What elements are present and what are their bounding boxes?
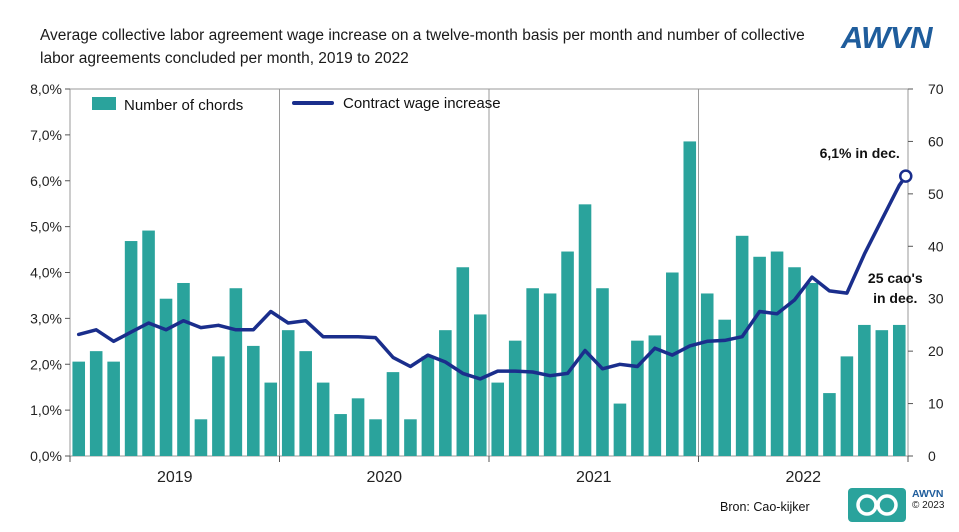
bar	[72, 361, 86, 456]
bar	[299, 351, 312, 456]
y-left-tick-label: 3,0%	[30, 310, 62, 326]
annotation-wage-dec: 6,1% in dec.	[820, 145, 900, 161]
legend-swatch-bars	[92, 97, 116, 110]
bar	[264, 382, 278, 456]
source-note: Bron: Cao-kijker	[720, 500, 810, 514]
year-dividers	[279, 89, 699, 456]
bar	[735, 235, 749, 456]
bar	[89, 351, 103, 456]
annotations: 6,1% in dec. 25 cao's in dec.	[820, 145, 923, 306]
y-left-tick-label: 0,0%	[30, 448, 62, 464]
bar	[177, 282, 190, 456]
footer-copyright: © 2023	[912, 500, 945, 511]
legend-label-bars: Number of chords	[124, 97, 243, 114]
footer-brand: AWVN © 2023	[912, 488, 945, 512]
bar	[194, 419, 208, 456]
bar	[666, 272, 679, 456]
bar	[369, 419, 382, 456]
y-left-tick-label: 4,0%	[30, 265, 62, 281]
footer-brand-name: AWVN	[912, 488, 944, 500]
bar	[770, 251, 784, 456]
series-line-contract-wage-increase	[76, 174, 908, 381]
bar	[823, 393, 836, 456]
y-right-tick-label: 0	[928, 448, 936, 464]
bar	[805, 282, 819, 456]
bar	[718, 319, 731, 456]
bar	[892, 324, 906, 456]
annotation-cao-dec: 25 cao's in dec.	[868, 270, 923, 306]
line-series-group	[76, 169, 913, 381]
legend-label-line: Contract wage increase	[343, 95, 501, 112]
y-left-tick-label: 2,0%	[30, 356, 62, 372]
left-axis: 0,0% 1,0% 2,0% 3,0% 4,0% 5,0% 6,0% 7,0% 8,0%	[30, 81, 70, 464]
x-tick-label: 2019	[157, 469, 193, 486]
legend: Number of chords Contract wage increase	[92, 95, 501, 114]
y-right-tick-label: 60	[928, 133, 944, 149]
awvn-footer-logo-icon	[848, 488, 906, 522]
bar	[613, 403, 627, 456]
bar	[107, 361, 120, 456]
bar	[229, 288, 243, 456]
bar	[491, 382, 505, 456]
bar	[631, 340, 644, 456]
bar-series	[72, 141, 906, 456]
bar	[788, 267, 801, 456]
y-right-tick-label: 70	[928, 81, 944, 97]
bar	[404, 419, 417, 456]
bar	[683, 141, 697, 456]
y-left-tick-label: 8,0%	[30, 81, 62, 97]
x-tick-label: 2020	[366, 469, 402, 486]
bar	[596, 288, 609, 456]
bar	[386, 372, 400, 456]
bar	[753, 256, 766, 456]
bar	[508, 340, 522, 456]
y-left-tick-label: 7,0%	[30, 127, 62, 143]
x-axis: 2019 2020 2021 2022	[69, 456, 909, 486]
bar	[875, 330, 889, 456]
bar	[473, 314, 487, 456]
bar	[316, 382, 330, 456]
x-tick-label: 2022	[785, 469, 821, 486]
awvn-logo: AWVN	[841, 20, 933, 55]
x-tick-label: 2021	[576, 469, 612, 486]
y-right-tick-label: 10	[928, 396, 944, 412]
y-left-tick-label: 5,0%	[30, 219, 62, 235]
bar	[858, 324, 871, 456]
y-right-tick-label: 40	[928, 238, 944, 254]
right-axis: 0 10 20 30 40 50 60 70	[908, 81, 944, 464]
bar	[578, 204, 592, 456]
bar	[648, 335, 662, 456]
bar	[124, 241, 138, 456]
bar	[439, 330, 452, 456]
bar	[281, 330, 295, 456]
y-right-tick-label: 50	[928, 186, 944, 202]
y-right-tick-label: 30	[928, 291, 944, 307]
bar	[142, 230, 155, 456]
bar	[561, 251, 574, 456]
bar	[456, 267, 470, 456]
bar	[351, 398, 365, 456]
y-left-tick-label: 1,0%	[30, 402, 62, 418]
y-right-tick-label: 20	[928, 343, 944, 359]
bar	[700, 293, 714, 456]
bar	[159, 298, 173, 456]
bar	[212, 356, 225, 456]
line-end-point	[899, 169, 913, 183]
bar	[840, 356, 854, 456]
bar	[247, 345, 260, 456]
bar	[421, 356, 435, 456]
bar	[334, 414, 347, 456]
y-left-tick-label: 6,0%	[30, 173, 62, 189]
chart-title: Average collective labor agreement wage …	[40, 27, 805, 67]
